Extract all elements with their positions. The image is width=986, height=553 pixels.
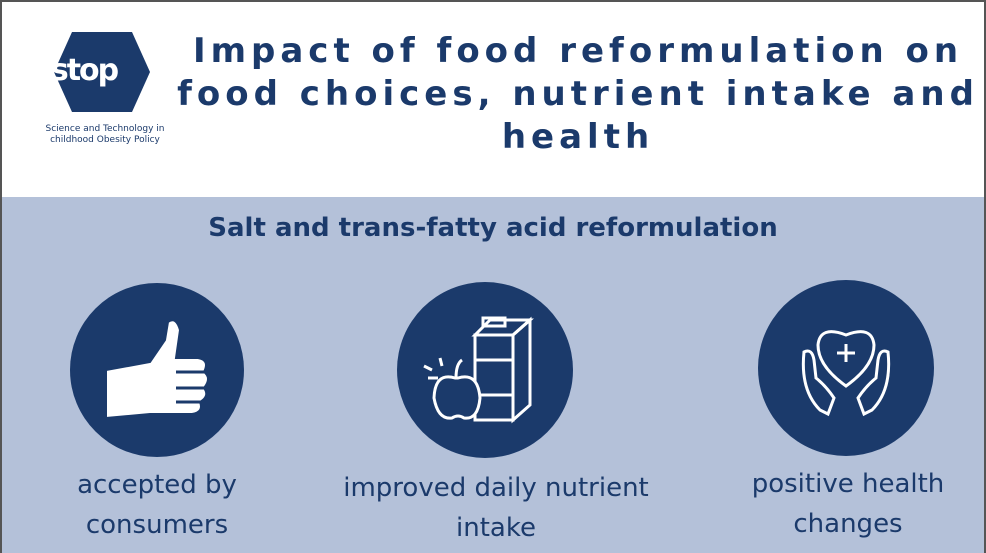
logo-caption: Science and Technology in <box>45 124 165 134</box>
item-label: changes <box>793 509 903 539</box>
carton-apple-icon <box>423 316 534 424</box>
thumbs-up-icon <box>105 319 209 420</box>
title: food choices, nutrient intake and <box>177 74 979 114</box>
logo-hexagon <box>54 32 150 112</box>
item-label: accepted by <box>77 470 237 500</box>
item-label: consumers <box>85 510 229 540</box>
logo-mark: stop <box>51 53 119 88</box>
icon-circle <box>397 282 573 458</box>
item-label: intake <box>456 513 536 543</box>
icon-circle <box>758 280 934 456</box>
header <box>0 0 986 197</box>
heart-hands-icon <box>801 330 891 417</box>
item-label: positive health <box>751 469 945 499</box>
logo-caption: childhood Obesity Policy <box>50 135 160 145</box>
item-label: improved daily nutrient <box>343 473 649 503</box>
title: health <box>501 117 655 157</box>
subtitle: Salt and trans-fatty acid reformulation <box>208 213 778 243</box>
content-band <box>0 197 986 553</box>
title: Impact of food reformulation on <box>192 31 964 71</box>
